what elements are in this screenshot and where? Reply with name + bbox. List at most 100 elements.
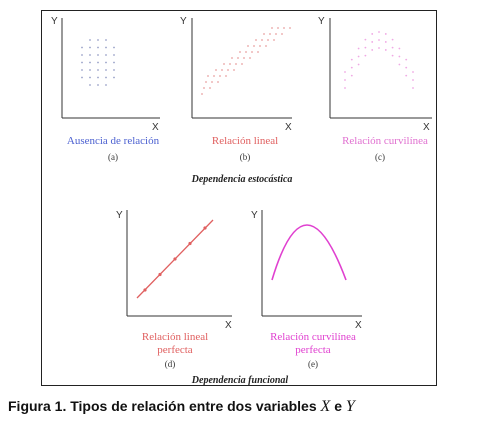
scatter-point [237, 57, 239, 59]
scatter-point [81, 76, 83, 79]
line-point [143, 288, 147, 292]
panel-b-sub: (b) [240, 152, 251, 162]
scatter-point [207, 75, 209, 77]
scatter-point [364, 54, 367, 57]
panel-d-points [143, 226, 207, 292]
panel-a-sub: (a) [108, 152, 118, 162]
scatter-point [384, 41, 387, 43]
scatter-point [405, 66, 408, 69]
scatter-point [97, 76, 99, 79]
scatter-point [265, 45, 267, 47]
scatter-point [105, 39, 107, 41]
scatter-point [113, 76, 115, 79]
scatter-point [412, 87, 414, 89]
panel-b: Y X Relación lineal (b) [180, 16, 292, 162]
scatter-point [209, 87, 211, 89]
panel-b-title: Relación lineal [212, 135, 278, 147]
scatter-point [391, 38, 394, 41]
panel-a: Y X Ausencia de relación (a) [51, 16, 160, 162]
stochastic-section-label: Dependencia estocástica [191, 174, 293, 185]
panel-a-y-label: Y [51, 16, 58, 27]
scatter-point [205, 81, 207, 83]
scatter-point [245, 51, 247, 53]
panel-b-scatter [201, 27, 291, 95]
panel-e-y-label: Y [251, 210, 258, 221]
scatter-point [89, 39, 91, 41]
scatter-point [371, 49, 374, 51]
scatter-point [344, 71, 346, 73]
panel-e-title-line2: perfecta [295, 344, 331, 356]
scatter-point [371, 33, 374, 35]
scatter-point [81, 69, 83, 71]
panel-c-y-label: Y [318, 16, 325, 27]
scatter-point [271, 27, 273, 29]
scatter-point [263, 33, 265, 35]
scatter-point [247, 45, 249, 47]
panel-c-sub: (c) [375, 152, 385, 162]
scatter-point [105, 69, 107, 71]
scatter-point [384, 49, 387, 51]
scatter-point [89, 61, 91, 64]
panel-e-curve [271, 224, 347, 281]
scatter-point [277, 27, 279, 29]
scatter-point [223, 63, 225, 65]
scatter-point [412, 71, 414, 73]
scatter-point [105, 54, 107, 56]
scatter-point [97, 54, 99, 56]
scatter-point [391, 54, 394, 57]
panel-b-x-label: X [285, 122, 292, 133]
scatter-point [113, 69, 115, 71]
scatter-point [364, 46, 367, 49]
scatter-point [81, 46, 83, 49]
scatter-point [231, 57, 233, 59]
line-point [158, 272, 162, 277]
scatter-point [384, 33, 387, 35]
scatter-point [405, 58, 408, 61]
scatter-point [81, 54, 83, 56]
scatter-point [105, 84, 107, 86]
scatter-point [350, 58, 353, 61]
scatter-point [344, 79, 346, 81]
scatter-point [215, 69, 217, 71]
scatter-point [213, 75, 215, 77]
scatter-point [97, 46, 99, 49]
scatter-point [233, 69, 235, 71]
scatter-point [241, 63, 243, 65]
scatter-point [235, 63, 237, 65]
panel-a-x-label: X [152, 122, 159, 133]
panel-d-title-line1: Relación lineal [142, 331, 208, 343]
scatter-point [259, 45, 261, 47]
scatter-point [275, 33, 277, 35]
scatter-point [113, 61, 115, 64]
scatter-point [255, 39, 257, 41]
scatter-point [89, 69, 91, 71]
panel-a-scatter [81, 39, 115, 86]
scatter-point [269, 33, 271, 35]
scatter-point [217, 81, 219, 83]
scatter-point [113, 46, 115, 49]
scatter-point [344, 87, 346, 89]
scatter-point [405, 74, 408, 77]
panel-c-title: Relación curvilínea [342, 135, 428, 147]
scatter-point [97, 39, 99, 41]
scatter-point [398, 47, 401, 50]
panel-d-x-label: X [225, 320, 232, 331]
scatter-point [227, 69, 229, 71]
panel-c-scatter [344, 31, 414, 89]
scatter-point [97, 69, 99, 71]
scatter-point [378, 47, 380, 49]
scatter-point [261, 39, 263, 41]
scatter-point [201, 93, 203, 95]
panel-e-x-label: X [355, 320, 362, 331]
scatter-point [391, 46, 394, 49]
panel-d-title-line2: perfecta [157, 344, 193, 356]
caption-text: Figura 1. Tipos de relación entre dos va… [8, 398, 317, 414]
scatter-point [113, 54, 115, 56]
scatter-point [81, 61, 83, 64]
scatter-point [251, 51, 253, 53]
scatter-point [257, 51, 259, 53]
scatter-point [267, 39, 269, 41]
scatter-point [378, 39, 380, 41]
scatter-point [89, 46, 91, 49]
